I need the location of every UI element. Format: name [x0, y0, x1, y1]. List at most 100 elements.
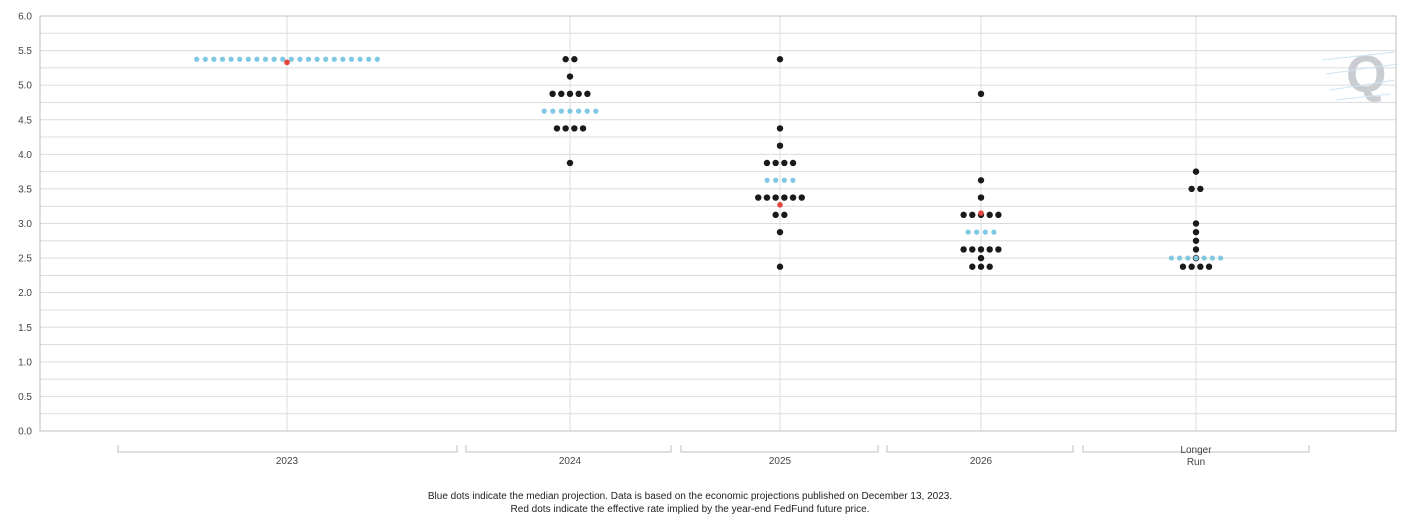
median-dot [567, 108, 573, 114]
projection-dot [977, 177, 985, 184]
implied-rate-dot [284, 59, 290, 66]
median-dot [237, 56, 243, 62]
projection-dot [1188, 263, 1195, 270]
y-tick-label: 3.5 [18, 184, 32, 195]
grid [39, 15, 1397, 432]
x-category-label: 2024 [559, 456, 582, 467]
projection-dot [798, 194, 805, 201]
projection-dot [776, 228, 784, 236]
median-dot [965, 229, 971, 235]
x-category-label: 2026 [970, 456, 993, 467]
projection-dot [584, 90, 591, 98]
median-dot [357, 56, 363, 62]
projection-dot [1205, 263, 1213, 270]
projection-dot [776, 125, 784, 132]
x-category-label: 2025 [769, 456, 792, 467]
median-dot [219, 56, 226, 62]
median-dot [331, 56, 337, 62]
projection-dot [755, 194, 762, 201]
logo-swoosh [1321, 51, 1397, 61]
median-dot [202, 56, 208, 62]
watermark-logo: Q [1321, 46, 1399, 104]
y-tick-label: 0.0 [18, 427, 32, 438]
projection-dot [781, 194, 788, 201]
median-dot [764, 177, 770, 183]
projection-dot [772, 194, 779, 201]
projection-dot [1188, 185, 1195, 193]
median-dot [584, 108, 590, 114]
median-dot [348, 56, 355, 62]
category-bracket [886, 445, 1074, 453]
median-dot [366, 56, 372, 62]
median-dot [271, 56, 277, 62]
median-dot [1201, 255, 1207, 261]
median-dot [280, 56, 286, 62]
projection-dot [579, 125, 587, 132]
y-axis: 0.0 0.5 1.0 1.5 2.0 2.5 3.0 3.5 4.0 4.5 5.0 5.5 6.0 [18, 12, 32, 438]
projection-dot [1192, 237, 1200, 244]
y-tick-label: 0.5 [18, 392, 32, 403]
median-dot [323, 56, 329, 62]
plot-border [39, 15, 1397, 432]
median-dot [1209, 255, 1215, 261]
median-dot [991, 229, 997, 235]
projection-dot [571, 56, 578, 63]
projection-dot [977, 194, 985, 201]
logo-swoosh [1325, 63, 1399, 75]
median-dot [314, 56, 320, 62]
category-bracket [1082, 445, 1310, 453]
projection-dot [781, 211, 788, 219]
projection-dot [995, 246, 1002, 253]
projection-dot [977, 90, 985, 98]
y-tick-label: 6.0 [18, 12, 32, 23]
projection-dot [1192, 246, 1200, 253]
median-dot [228, 56, 234, 62]
logo-swoosh [1329, 79, 1397, 91]
median-dot [297, 56, 303, 62]
projection-dot [776, 56, 784, 63]
dots [194, 56, 1224, 270]
median-dot [288, 56, 294, 62]
median-dot [550, 108, 556, 114]
projection-dot [969, 263, 976, 270]
median-dot [982, 229, 988, 235]
median-dot [576, 108, 582, 114]
projection-dot [781, 159, 788, 167]
median-dot [974, 229, 980, 235]
median-dot [245, 56, 251, 62]
median-dot [1218, 255, 1224, 261]
category-bracket [465, 445, 672, 453]
projection-dot [562, 56, 569, 63]
projection-dot [986, 246, 993, 253]
projection-dot [566, 90, 574, 98]
projection-dot [789, 159, 797, 167]
projection-dot [575, 90, 582, 98]
implied-rate-dot [978, 210, 984, 216]
projection-dot [1192, 220, 1200, 227]
x-category-label: Run [1187, 457, 1205, 468]
logo-swoosh [1335, 93, 1391, 101]
projection-dot [969, 246, 976, 253]
projection-dot [995, 211, 1002, 219]
median-dot [254, 56, 260, 62]
median-dot [194, 56, 200, 62]
y-tick-label: 5.0 [18, 81, 32, 92]
median-dot [340, 56, 346, 62]
median-dot [790, 177, 796, 183]
projection-dot [566, 73, 574, 80]
projection-dot [977, 263, 985, 270]
y-tick-label: 1.5 [18, 323, 32, 334]
projection-dot [776, 142, 784, 149]
projection-dot [776, 263, 784, 270]
y-tick-label: 2.5 [18, 254, 32, 265]
projection-dot [763, 194, 771, 201]
x-category-label: Longer [1180, 445, 1212, 456]
implied-rate-dot [777, 202, 783, 208]
projection-dot [772, 211, 779, 219]
projection-dot [549, 90, 556, 98]
median-dot [374, 56, 380, 62]
median-dot [541, 108, 547, 114]
median-dot [262, 56, 269, 62]
